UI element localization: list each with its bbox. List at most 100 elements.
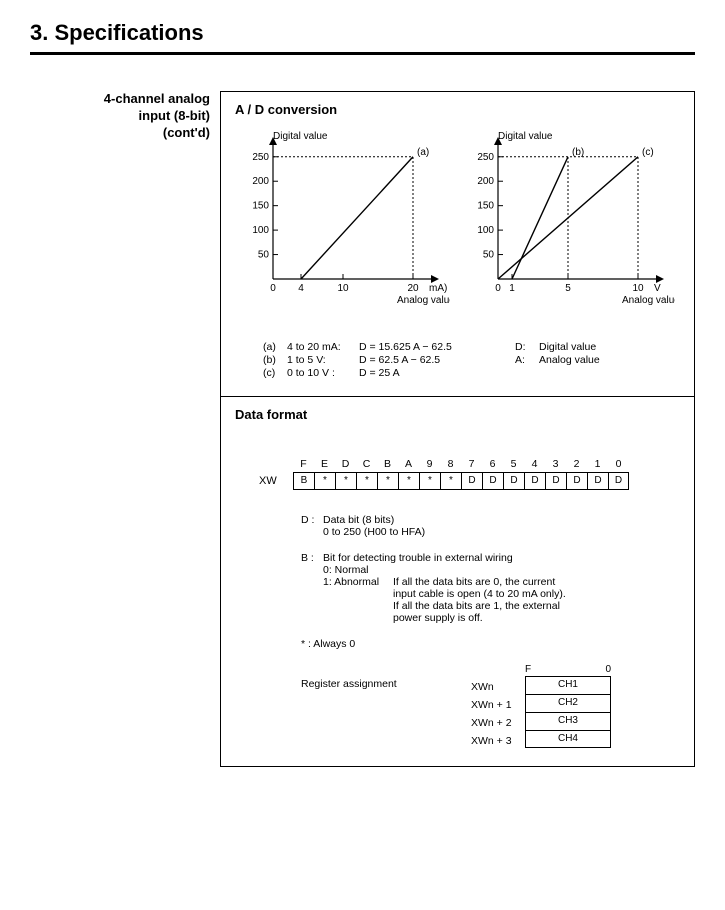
register-name: XWn + 2 [471, 714, 525, 732]
side-label-line: 4-channel analog [30, 91, 210, 108]
bit-row-label: XW [259, 475, 293, 487]
formula-tag: (c) [263, 367, 287, 379]
formula-expr: D = 15.625 A − 62.5 [359, 341, 452, 353]
bit-cell: * [398, 472, 419, 490]
formula-row: (a) 4 to 20 mA: D = 15.625 A − 62.5 [263, 341, 485, 353]
svg-text:Digital value: Digital value [498, 131, 553, 142]
bit-cell: D [503, 472, 524, 490]
chart-bc: Digital value5010015020025001510VAnalog … [460, 125, 675, 325]
formula-tag: (b) [263, 354, 287, 366]
bit-header-cell: 1 [587, 458, 608, 470]
legend-val: Analog value [539, 354, 600, 366]
register-cell: CH1 [525, 676, 611, 694]
formula-range: 4 to 20 mA: [287, 341, 359, 353]
bit-header-cell: 9 [419, 458, 440, 470]
note-text: 0: Normal [323, 564, 680, 576]
svg-text:(c): (c) [642, 147, 654, 158]
notes: D : Data bit (8 bits) 0 to 250 (H00 to H… [235, 514, 680, 750]
svg-text:mA): mA) [429, 283, 447, 294]
formula-block: (a) 4 to 20 mA: D = 15.625 A − 62.5 (b) … [235, 341, 680, 380]
section-data-format: Data format FEDCBA9876543210 XW B*******… [221, 396, 694, 766]
svg-text:20: 20 [407, 283, 419, 294]
svg-text:0: 0 [270, 283, 276, 294]
bit-header-cell: B [377, 458, 398, 470]
register-title: Register assignment [301, 664, 471, 690]
note-text: * : Always 0 [301, 638, 680, 650]
bit-cell: B [293, 472, 314, 490]
legend-key: D: [515, 341, 539, 353]
note-text: power supply is off. [393, 612, 680, 624]
register-cell: CH4 [525, 730, 611, 748]
bit-cell: D [608, 472, 629, 490]
section-side-label: 4-channel analog input (8-bit) (cont'd) [30, 91, 220, 142]
page-title: 3. Specifications [30, 20, 695, 46]
svg-text:200: 200 [252, 176, 269, 187]
note-text: Bit for detecting trouble in external wi… [323, 552, 680, 564]
legend-row: A: Analog value [515, 354, 600, 366]
svg-text:10: 10 [632, 283, 644, 294]
svg-text:10: 10 [337, 283, 349, 294]
bit-table: FEDCBA9876543210 XW B*******DDDDDDDD [235, 458, 680, 490]
bit-cell: * [335, 472, 356, 490]
bit-header-cell: 4 [524, 458, 545, 470]
register-cell: CH3 [525, 712, 611, 730]
bit-header-cell: D [335, 458, 356, 470]
section-title: A / D conversion [235, 102, 680, 117]
bit-header-cell: 0 [608, 458, 629, 470]
legend-val: Digital value [539, 341, 596, 353]
note-text: Data bit (8 bits) [323, 514, 680, 526]
svg-text:4: 4 [298, 283, 304, 294]
formula-range: 1 to 5 V: [287, 354, 359, 366]
note-key: D : [301, 514, 323, 526]
svg-text:5: 5 [565, 283, 571, 294]
svg-text:(a): (a) [417, 147, 429, 158]
svg-text:250: 250 [477, 152, 494, 163]
register-name: XWn + 1 [471, 696, 525, 714]
chart-a: Digital value50100150200250041020mA)Anal… [235, 125, 450, 325]
svg-text:1: 1 [509, 283, 515, 294]
svg-text:Analog value: Analog value [622, 295, 675, 306]
legend-row: D: Digital value [515, 341, 600, 353]
svg-text:Analog value: Analog value [397, 295, 450, 306]
bit-cell: D [545, 472, 566, 490]
bit-header-cell: 3 [545, 458, 566, 470]
note-text: 0 to 250 (H00 to HFA) [323, 526, 680, 538]
svg-text:200: 200 [477, 176, 494, 187]
formula-row: (c) 0 to 10 V : D = 25 A [263, 367, 485, 379]
bit-cell: D [524, 472, 545, 490]
register-F-label: F [525, 664, 535, 675]
svg-text:V: V [654, 283, 661, 294]
bit-cell: * [377, 472, 398, 490]
register-cell: CH2 [525, 694, 611, 712]
note-key: B : [301, 552, 323, 564]
bit-cell: * [356, 472, 377, 490]
bit-header-cell: 2 [566, 458, 587, 470]
svg-text:250: 250 [252, 152, 269, 163]
formula-expr: D = 62.5 A − 62.5 [359, 354, 440, 366]
main-panel: A / D conversion Digital value5010015020… [220, 91, 695, 767]
svg-text:50: 50 [258, 250, 270, 261]
bit-header-cell: F [293, 458, 314, 470]
register-name: XWn [471, 678, 525, 696]
svg-text:0: 0 [495, 283, 501, 294]
formula-tag: (a) [263, 341, 287, 353]
note-text: input cable is open (4 to 20 mA only). [393, 588, 680, 600]
bit-cell: * [419, 472, 440, 490]
svg-text:150: 150 [252, 201, 269, 212]
note-D: D : Data bit (8 bits) 0 to 250 (H00 to H… [301, 514, 680, 538]
bit-header-cell: C [356, 458, 377, 470]
svg-text:150: 150 [477, 201, 494, 212]
register-table: F 0 CH1 CH2 CH3 CH4 [525, 664, 611, 748]
bit-cell: D [482, 472, 503, 490]
register-names: XWn XWn + 1 XWn + 2 XWn + 3 [471, 664, 525, 750]
bit-cell: D [587, 472, 608, 490]
bit-header-cell: 7 [461, 458, 482, 470]
note-text: 1: Abnormal [323, 576, 393, 624]
bit-cell: D [566, 472, 587, 490]
svg-text:100: 100 [252, 225, 269, 236]
section-ad-conversion: A / D conversion Digital value5010015020… [221, 92, 694, 396]
register-0-label: 0 [601, 664, 611, 675]
svg-text:(b): (b) [572, 147, 584, 158]
spacer [259, 458, 293, 470]
charts-row: Digital value50100150200250041020mA)Anal… [235, 125, 680, 325]
